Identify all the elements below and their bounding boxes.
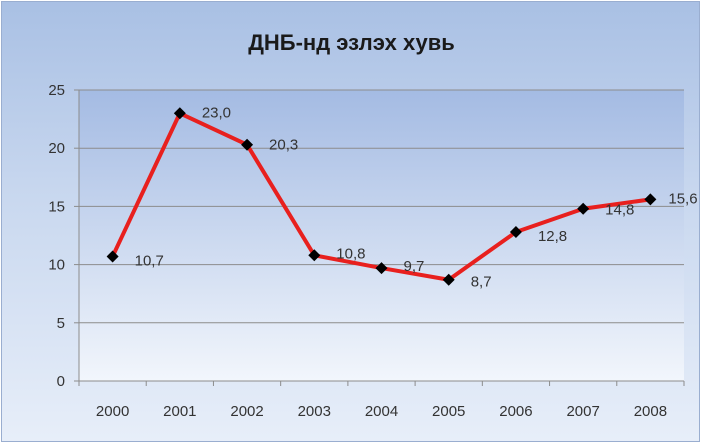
y-tick-label: 15	[48, 198, 65, 215]
data-label: 23,0	[202, 104, 231, 121]
data-point-marker	[375, 262, 388, 275]
axes	[78, 90, 685, 386]
x-tick-label: 2002	[230, 403, 263, 420]
y-tick-label: 25	[48, 82, 65, 99]
x-tick-label: 2006	[499, 403, 532, 420]
data-label: 20,3	[269, 137, 298, 154]
x-tick-label: 2005	[432, 403, 465, 420]
data-label: 15,6	[668, 190, 697, 207]
data-point-marker	[509, 226, 522, 239]
data-point-marker	[106, 250, 119, 263]
data-point-marker	[577, 202, 590, 215]
y-tick-labels: 0 5 10 15 20 25	[48, 82, 65, 390]
y-tick-label: 10	[48, 257, 65, 274]
data-label: 10,8	[336, 245, 365, 262]
data-label: 14,8	[605, 202, 634, 219]
y-tick-label: 5	[57, 315, 65, 332]
series-layer	[106, 107, 657, 286]
data-label: 12,8	[538, 228, 567, 245]
x-tick-label: 2004	[365, 403, 398, 420]
x-tick-label: 2000	[96, 403, 129, 420]
y-tick-label: 20	[48, 140, 65, 157]
data-point-marker	[173, 107, 186, 120]
data-label: 10,7	[135, 252, 164, 269]
data-point-marker	[308, 249, 321, 262]
x-tick-label: 2007	[566, 403, 599, 420]
data-labels: 10,7 23,0 20,3 10,8 9,7 8,7 12,8 14,8 15,6	[135, 104, 698, 290]
data-label: 8,7	[471, 274, 492, 291]
x-tick-label: 2001	[163, 403, 196, 420]
data-point-marker	[442, 273, 455, 286]
y-tick-label: 0	[57, 373, 65, 390]
x-tick-label: 2003	[298, 403, 331, 420]
data-point-marker	[644, 193, 657, 206]
x-tick-label: 2008	[634, 403, 667, 420]
plot-area	[79, 90, 684, 381]
chart-title: ДНБ-нд эзлэх хувь	[248, 30, 455, 55]
data-point-marker	[241, 138, 254, 151]
data-label: 9,7	[404, 258, 425, 275]
x-tick-labels: 2000 2001 2002 2003 2004 2005 2006 2007 2008	[96, 403, 667, 420]
